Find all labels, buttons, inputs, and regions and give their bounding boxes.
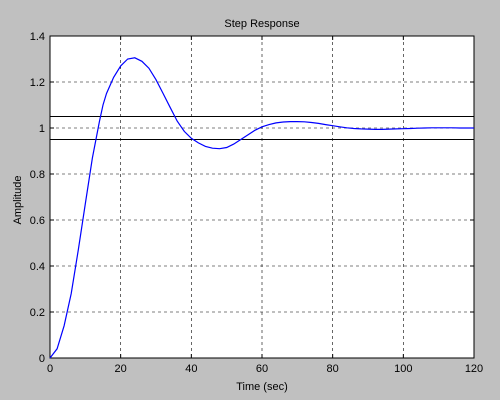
x-tick-label: 100 bbox=[394, 363, 412, 375]
x-tick-label: 40 bbox=[185, 363, 197, 375]
y-tick-label: 0.8 bbox=[30, 169, 45, 181]
chart-title: Step Response bbox=[224, 18, 299, 30]
x-tick-label: 80 bbox=[327, 363, 339, 375]
y-tick-label: 0.2 bbox=[30, 307, 45, 319]
x-tick-label: 60 bbox=[256, 363, 268, 375]
y-tick-label: 1.4 bbox=[30, 31, 45, 43]
reference-lines bbox=[50, 116, 474, 140]
x-tick-label: 0 bbox=[47, 363, 53, 375]
y-tick-label: 0 bbox=[39, 353, 45, 365]
plot-area bbox=[49, 35, 475, 359]
grid-lines bbox=[50, 36, 474, 358]
y-tick-label: 1.2 bbox=[30, 77, 45, 89]
x-tick-label: 20 bbox=[115, 363, 127, 375]
series-group[interactable] bbox=[49, 57, 474, 359]
y-axis-label: Amplitude bbox=[12, 176, 24, 225]
step-response-line[interactable] bbox=[49, 57, 474, 359]
axis-ticks: 0 20 40 60 80 100 120 0 0.2 0.4 0.6 0.8 1 1.2 1.4 bbox=[30, 31, 483, 375]
y-tick-label: 1 bbox=[39, 123, 45, 135]
x-axis-label: Time (sec) bbox=[236, 381, 288, 393]
y-tick-label: 0.4 bbox=[30, 261, 45, 273]
y-tick-label: 0.6 bbox=[30, 215, 45, 227]
x-tick-label: 120 bbox=[465, 363, 483, 375]
